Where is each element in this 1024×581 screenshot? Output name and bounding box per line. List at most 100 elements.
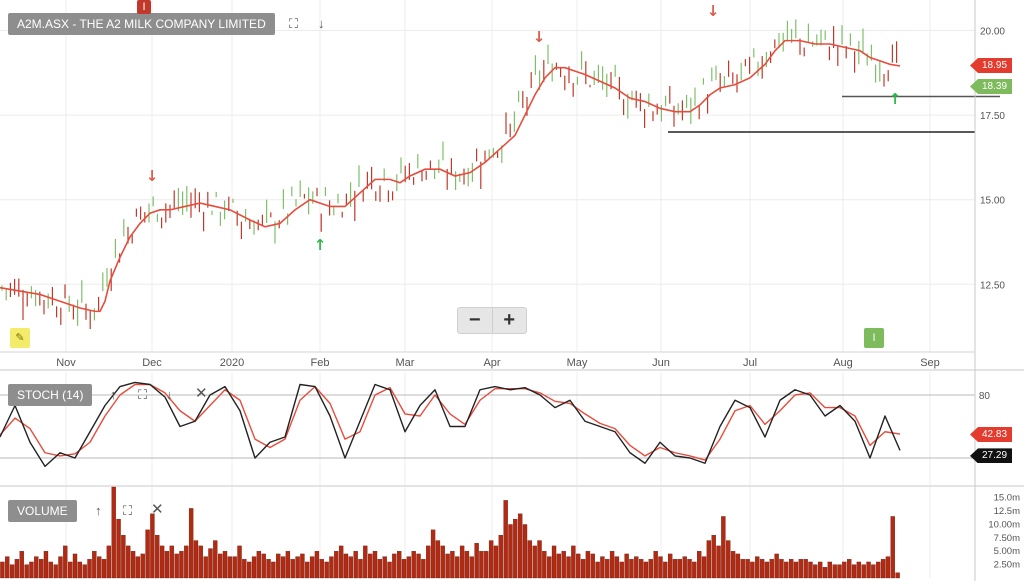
volume-bar — [847, 559, 852, 579]
volume-bar — [48, 561, 53, 579]
price-y-tick-label: 15.00 — [980, 196, 1005, 207]
expand-icon[interactable]: ⛶ — [138, 387, 148, 402]
volume-bar — [430, 529, 436, 579]
volume-bar — [735, 553, 741, 579]
volume-bar — [759, 559, 765, 579]
close-icon[interactable]: ✕ — [195, 385, 208, 402]
buy-arrow-icon: ↑ — [889, 90, 902, 108]
volume-bar — [658, 556, 663, 579]
volume-bar — [522, 524, 528, 579]
volume-y-tick-label: 10.00m — [988, 519, 1020, 530]
volume-bar — [474, 543, 479, 579]
buy-arrow-icon: ↑ — [314, 236, 327, 254]
volume-bar — [609, 551, 615, 579]
volume-bar — [667, 553, 673, 579]
volume-panel-label[interactable]: VOLUME — [8, 500, 77, 522]
arrow-down-icon[interactable]: ↓ — [318, 16, 325, 31]
expand-icon[interactable]: ⛶ — [289, 16, 299, 31]
zoom-in-icon[interactable]: + — [491, 308, 527, 333]
stoch-chart[interactable] — [0, 381, 901, 468]
volume-bar — [740, 559, 745, 579]
volume-bar — [508, 524, 513, 579]
stoch-k-tag: 27.29 — [970, 448, 1013, 464]
volume-bar — [372, 551, 378, 579]
volume-bar — [377, 559, 383, 579]
volume-bar — [256, 551, 262, 579]
volume-bar — [697, 551, 702, 579]
volume-bar — [92, 551, 97, 579]
volume-bar — [527, 540, 533, 579]
volume-bar — [227, 556, 233, 579]
volume-bar — [43, 551, 49, 579]
x-tick-label: Mar — [396, 357, 415, 369]
volume-bar — [832, 564, 837, 579]
price-panel-label[interactable]: A2M.ASX - THE A2 MILK COMPANY LIMITED — [8, 13, 275, 35]
volume-y-tick-label: 2.50m — [994, 560, 1020, 571]
volume-y-tick-label: 12.5m — [994, 506, 1020, 517]
volume-bar — [774, 553, 779, 579]
volume-bar — [595, 561, 600, 579]
stoch-y-tick-label: 80 — [979, 391, 991, 402]
stoch-panel-label[interactable]: STOCH (14) — [8, 384, 93, 406]
arrow-down-icon[interactable]: ↓ — [166, 387, 173, 402]
expand-icon[interactable]: ⛶ — [123, 503, 133, 518]
volume-bar — [842, 561, 847, 579]
volume-bar — [798, 559, 803, 579]
volume-bar — [319, 559, 324, 579]
volume-bar — [338, 545, 344, 579]
volume-bar — [861, 564, 866, 579]
volume-bar — [576, 553, 581, 579]
volume-bar — [750, 561, 755, 579]
volume-bar — [803, 559, 808, 579]
volume-bar — [237, 545, 242, 579]
event-flag-bottom[interactable]: I — [864, 328, 884, 348]
volume-bar — [217, 553, 223, 579]
grid-lines — [0, 0, 975, 578]
volume-bar — [392, 553, 397, 579]
volume-bar — [232, 556, 237, 579]
volume-bar — [813, 564, 818, 579]
volume-bar — [648, 559, 653, 579]
volume-bar — [745, 559, 750, 579]
volume-bar — [517, 513, 523, 579]
volume-bar — [788, 559, 794, 579]
volume-bar — [203, 556, 208, 579]
volume-bar — [261, 553, 266, 579]
zoom-out-icon[interactable]: − — [468, 309, 481, 331]
volume-bar — [464, 551, 470, 579]
volume-bar — [547, 556, 552, 579]
event-flag-top[interactable]: I — [137, 0, 151, 14]
volume-bar — [58, 556, 63, 579]
moving-average-line — [0, 39, 901, 313]
volume-bar — [701, 556, 707, 579]
volume-bar — [503, 500, 508, 579]
volume-bar — [488, 540, 494, 579]
sell-arrow-icon: ↓ — [533, 28, 546, 46]
arrow-up-icon[interactable]: ↑ — [110, 387, 117, 402]
volume-bar — [213, 540, 218, 579]
volume-bar — [827, 561, 833, 579]
volume-bar — [856, 561, 862, 579]
volume-bar — [280, 556, 286, 579]
pencil-icon[interactable]: ✎ — [10, 328, 30, 348]
arrow-up-icon[interactable]: ↑ — [95, 503, 102, 518]
volume-bar — [174, 553, 179, 579]
volume-bar — [890, 516, 895, 579]
volume-bar — [687, 559, 692, 579]
volume-bar — [876, 561, 881, 579]
volume-bar — [77, 561, 83, 579]
volume-bar — [590, 553, 595, 579]
volume-bar — [600, 556, 605, 579]
price-chart[interactable]: ↓ ↓ ↓ ↑ ↑ — [0, 2, 1000, 330]
volume-bar — [459, 545, 465, 579]
volume-bar — [63, 545, 68, 579]
volume-bar — [126, 545, 131, 579]
volume-bar — [817, 561, 823, 579]
volume-bar — [532, 545, 537, 579]
close-icon[interactable]: ✕ — [151, 501, 164, 518]
volume-bar — [692, 561, 697, 579]
volume-bar — [159, 545, 165, 579]
volume-chart[interactable] — [0, 486, 900, 579]
stoch-d-line — [0, 383, 901, 461]
volume-bar — [585, 551, 591, 579]
